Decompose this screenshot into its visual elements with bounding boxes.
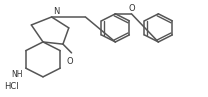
Text: NH: NH [11, 70, 23, 79]
Text: O: O [128, 4, 135, 13]
Text: N: N [53, 7, 59, 16]
Text: O: O [67, 57, 73, 65]
Text: HCl: HCl [4, 82, 19, 91]
